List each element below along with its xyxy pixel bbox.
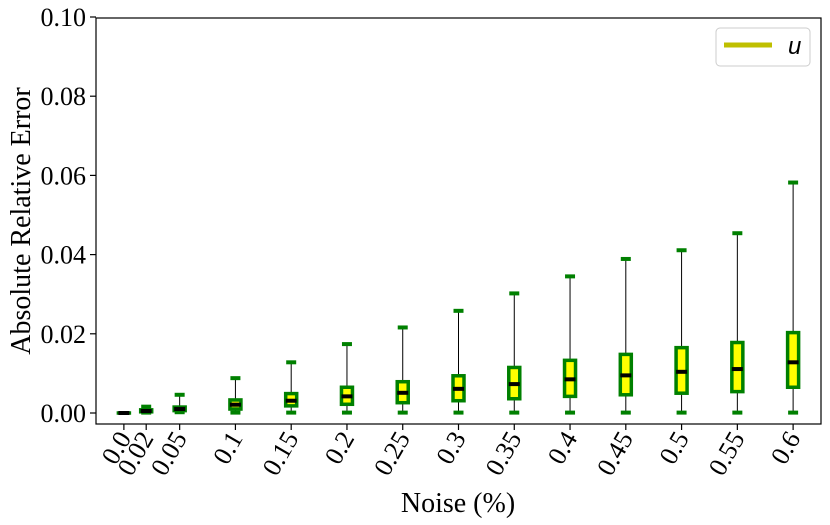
x-tick-label: 0.2 bbox=[319, 427, 360, 470]
box-0.3 bbox=[451, 308, 466, 415]
x-tick-label: 0.15 bbox=[257, 427, 305, 481]
legend: u bbox=[715, 27, 811, 67]
x-tick-label: 0.4 bbox=[542, 427, 583, 470]
box-0.5 bbox=[674, 248, 689, 415]
box-0.55 bbox=[730, 231, 745, 415]
y-tick-label: 0.10 bbox=[41, 3, 87, 32]
box-0.45 bbox=[618, 256, 634, 415]
y-axis-label: Absolute Relative Error bbox=[6, 87, 37, 355]
x-tick-label: 0.3 bbox=[430, 427, 471, 470]
x-tick-label: 0.35 bbox=[480, 427, 528, 481]
y-tick-label: 0.08 bbox=[41, 82, 87, 111]
y-tick-label: 0.02 bbox=[41, 320, 87, 349]
x-tick-label: 0.5 bbox=[653, 427, 694, 470]
x-axis-label: Noise (%) bbox=[401, 488, 515, 519]
plot-frame bbox=[95, 17, 822, 425]
box-0.2 bbox=[339, 342, 355, 415]
box-0.15 bbox=[283, 360, 299, 415]
box-0.35 bbox=[507, 291, 522, 415]
box-0.05 bbox=[172, 392, 187, 415]
y-axis-ticks: 0.00 0.02 0.04 0.06 0.08 0.10 bbox=[41, 3, 96, 428]
x-tick-label: 0.05 bbox=[145, 427, 193, 481]
legend-label-u: u bbox=[788, 33, 801, 60]
box-0.25 bbox=[395, 325, 410, 415]
y-tick-label: 0.06 bbox=[41, 161, 87, 190]
x-tick-label: 0.25 bbox=[368, 427, 416, 481]
x-tick-label: 0.45 bbox=[591, 427, 639, 481]
x-tick-label: 0.55 bbox=[703, 427, 751, 481]
box-series-u bbox=[116, 180, 801, 415]
x-axis-ticks: 0.00.020.05 0.1 0.15 0.2 0.25 0.3 0.35 0.4 0.45 0… bbox=[96, 424, 806, 481]
box-0.1 bbox=[228, 376, 243, 415]
box-body bbox=[785, 330, 801, 390]
box-0.6 bbox=[785, 180, 801, 415]
x-tick-label: 0.1 bbox=[207, 427, 248, 470]
box-0.02 bbox=[138, 404, 154, 415]
x-tick-label: 0.6 bbox=[765, 427, 806, 470]
y-tick-label: 0.00 bbox=[41, 399, 87, 428]
y-tick-label: 0.04 bbox=[41, 241, 87, 270]
box-0.4 bbox=[562, 274, 578, 415]
